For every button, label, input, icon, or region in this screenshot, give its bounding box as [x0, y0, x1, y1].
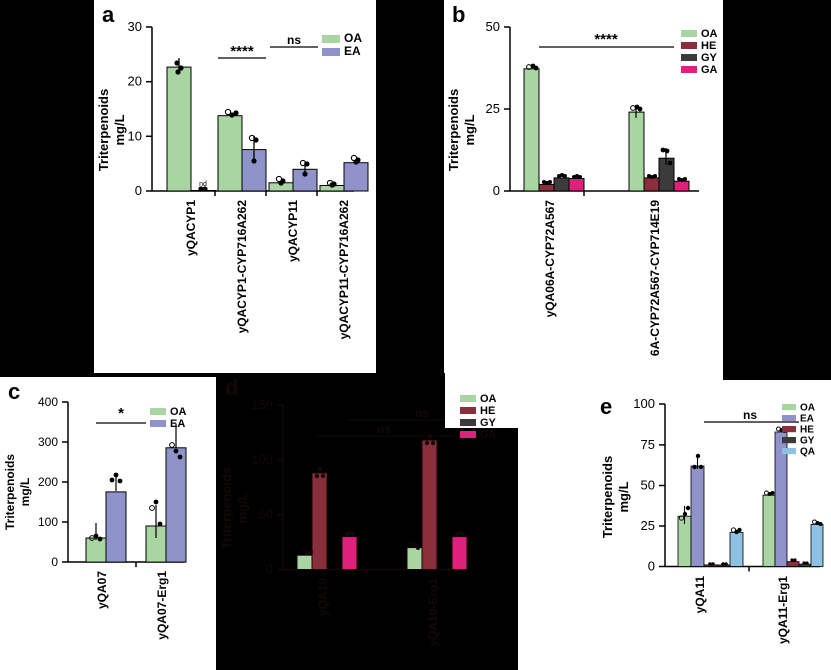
svg-text:yQA11: yQA11 [693, 576, 707, 614]
svg-text:100: 100 [251, 452, 273, 467]
svg-text:OA: OA [701, 28, 718, 40]
svg-text:HE: HE [701, 40, 716, 52]
svg-text:100: 100 [633, 396, 655, 411]
svg-text:300: 300 [38, 435, 58, 449]
svg-text:yQA10: yQA10 [316, 578, 330, 616]
svg-text:yQACYP1: yQACYP1 [184, 200, 198, 256]
svg-text:0: 0 [51, 555, 58, 569]
svg-text:ns: ns [415, 406, 429, 420]
svg-text:0: 0 [266, 562, 273, 577]
svg-text:mg/L: mg/L [235, 492, 250, 523]
svg-text:50: 50 [641, 478, 655, 493]
svg-text:0: 0 [493, 183, 500, 198]
svg-text:e: e [600, 394, 612, 419]
svg-text:ns: ns [287, 33, 301, 47]
svg-text:25: 25 [486, 101, 500, 116]
svg-text:mg/L: mg/L [112, 114, 127, 145]
svg-text:150: 150 [251, 397, 273, 412]
svg-text:mg/L: mg/L [616, 481, 631, 512]
svg-text:30: 30 [128, 19, 142, 34]
svg-text:Triterpenoids: Triterpenoids [219, 467, 234, 549]
svg-text:yQA07-Erg1: yQA07-Erg1 [155, 571, 169, 640]
svg-text:10: 10 [128, 128, 142, 143]
svg-text:GA: GA [480, 429, 497, 441]
svg-text:OA: OA [800, 403, 815, 414]
svg-text:EA: EA [344, 44, 361, 58]
svg-text:75: 75 [641, 437, 655, 452]
svg-text:QA: QA [800, 447, 815, 458]
svg-text:****: **** [594, 31, 618, 48]
svg-text:200: 200 [38, 475, 58, 489]
svg-text:Triterpenoids: Triterpenoids [600, 456, 615, 538]
svg-text:GY: GY [800, 436, 815, 447]
svg-text:EA: EA [170, 418, 185, 430]
svg-text:yQA11-Erg1: yQA11-Erg1 [776, 576, 790, 644]
svg-text:0: 0 [648, 559, 655, 574]
svg-text:ns: ns [377, 422, 391, 436]
svg-text:yQA07: yQA07 [95, 571, 109, 609]
svg-text:0: 0 [135, 183, 142, 198]
svg-text:400: 400 [38, 395, 58, 409]
svg-text:Triterpenoids: Triterpenoids [446, 89, 461, 171]
svg-text:b: b [452, 2, 465, 27]
svg-text:*: * [118, 405, 124, 422]
svg-text:yQA06A-CYP72A567: yQA06A-CYP72A567 [543, 200, 557, 318]
svg-text:mg/L: mg/L [462, 114, 477, 145]
svg-text:EA: EA [800, 414, 814, 425]
svg-text:d: d [225, 375, 238, 400]
svg-text:yQACYP1-CYP716A262: yQACYP1-CYP716A262 [235, 200, 249, 334]
svg-text:ns: ns [743, 408, 757, 422]
svg-text:6A-CYP72A567-CYP714E19: 6A-CYP72A567-CYP714E19 [648, 200, 662, 356]
svg-text:50: 50 [259, 507, 273, 522]
svg-text:25: 25 [641, 518, 655, 533]
svg-text:yQA10-Erg1: yQA10-Erg1 [426, 578, 440, 647]
svg-text:GA: GA [701, 64, 718, 76]
svg-text:50: 50 [486, 19, 500, 34]
svg-text:****: **** [230, 43, 254, 60]
svg-text:OA: OA [344, 31, 362, 45]
svg-text:OA: OA [170, 406, 187, 418]
svg-text:100: 100 [38, 515, 58, 529]
svg-text:GY: GY [701, 52, 718, 64]
svg-text:c: c [8, 379, 20, 404]
svg-text:20: 20 [128, 74, 142, 89]
svg-text:yQACYP11-CYP716A262: yQACYP11-CYP716A262 [337, 200, 351, 340]
svg-text:a: a [102, 2, 115, 27]
svg-text:Triterpenoids: Triterpenoids [3, 454, 17, 530]
svg-text:HE: HE [800, 425, 814, 436]
svg-text:mg/L: mg/L [18, 478, 32, 507]
svg-text:Triterpenoids: Triterpenoids [96, 89, 111, 171]
svg-text:yQACYP11: yQACYP11 [286, 200, 300, 262]
